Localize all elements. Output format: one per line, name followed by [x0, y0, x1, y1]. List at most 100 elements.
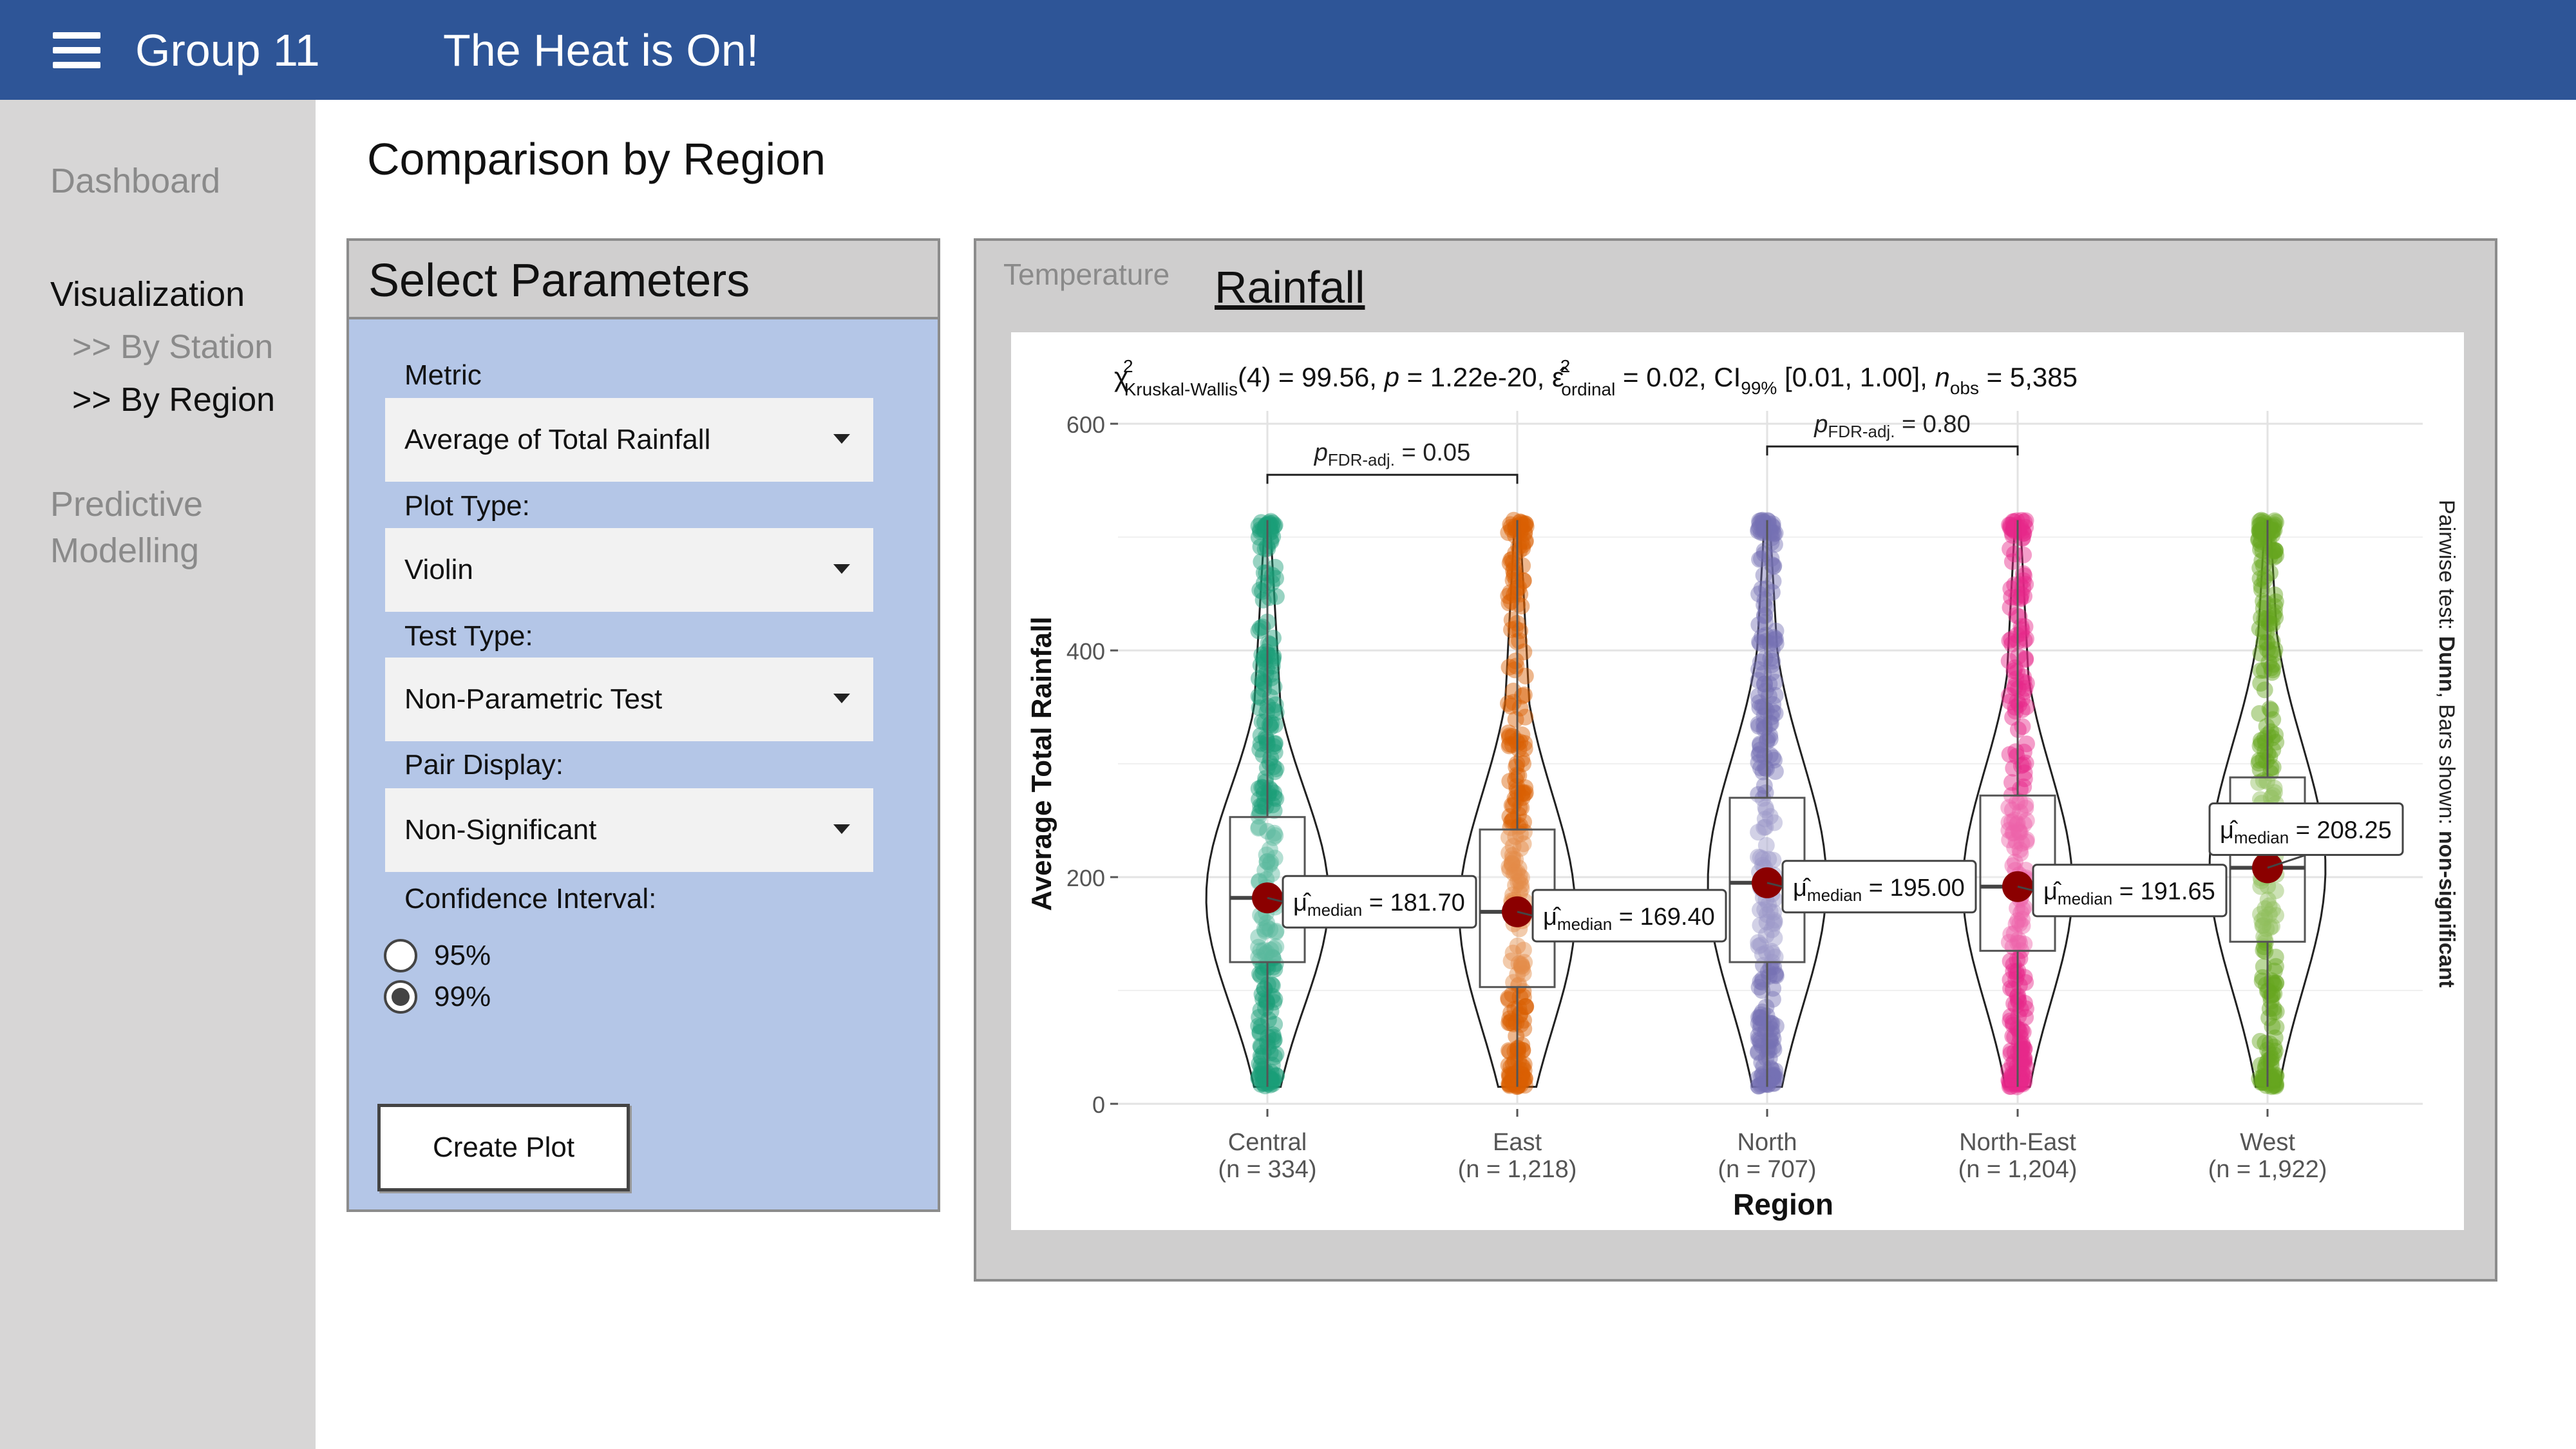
data-point [1506, 863, 1524, 880]
data-point [1500, 991, 1517, 1009]
data-point [1265, 678, 1283, 696]
data-point [2005, 925, 2023, 942]
data-point [2010, 522, 2027, 538]
data-point [1251, 689, 1269, 706]
data-point [1764, 945, 1781, 962]
data-point [1514, 784, 1531, 801]
data-point [1753, 580, 1770, 598]
sidebar-item-dashboard[interactable]: Dashboard [50, 162, 221, 200]
x-tick-count-label: (n = 707) [1718, 1156, 1816, 1183]
data-point [1764, 1066, 1781, 1083]
data-point [2251, 570, 2269, 587]
data-point [2011, 696, 2028, 714]
plot-type-select[interactable]: Violin [385, 528, 873, 612]
data-point [1766, 967, 1784, 983]
data-point [2015, 525, 2032, 542]
sidebar-item-by-station[interactable]: >> By Station [72, 328, 274, 366]
metric-select[interactable]: Average of Total Rainfall [385, 398, 873, 482]
median-label-box [2032, 864, 2228, 918]
data-point [1250, 780, 1267, 797]
data-point [1507, 876, 1524, 894]
data-point [1506, 1043, 1524, 1060]
data-point [1507, 527, 1524, 544]
sidebar-item-by-region[interactable]: >> By Region [72, 381, 276, 419]
data-point [1517, 667, 1534, 685]
data-point [2256, 681, 2273, 699]
data-point [1253, 713, 1271, 730]
data-point [2256, 515, 2273, 532]
tab-rainfall[interactable]: Rainfall [1215, 262, 1365, 312]
data-point [1262, 1072, 1279, 1090]
data-point [1256, 980, 1273, 998]
test-type-select[interactable]: Non-Parametric Test [385, 658, 873, 741]
sidebar-item-visualization[interactable]: Visualization [50, 275, 245, 314]
data-point [1510, 1068, 1528, 1086]
data-point [1264, 650, 1282, 667]
data-point [1761, 676, 1778, 693]
data-point [2253, 577, 2270, 594]
data-point [1251, 741, 1269, 758]
data-point [2012, 1054, 2029, 1071]
data-point [2268, 974, 2285, 992]
data-point [2252, 525, 2269, 542]
data-point [1507, 792, 1524, 809]
data-point [1761, 687, 1777, 705]
data-point [1503, 1012, 1520, 1030]
data-point [1517, 779, 1534, 796]
data-point [2252, 905, 2269, 923]
hamburger-menu-icon[interactable] [53, 32, 100, 68]
data-point [1761, 522, 1779, 540]
data-point [2012, 1001, 2029, 1018]
data-point [2261, 520, 2278, 538]
data-point [1765, 915, 1783, 933]
app-title: The Heat is On! [443, 25, 759, 75]
data-point [1511, 513, 1529, 531]
test-type-label: Test Type: [404, 620, 533, 652]
data-point [2260, 532, 2277, 549]
pair-display-select-value: Non-Significant [404, 814, 597, 846]
data-point [1752, 916, 1769, 934]
data-point [1756, 720, 1773, 737]
data-point [2014, 901, 2031, 918]
data-point [1256, 923, 1274, 940]
radio-button-icon[interactable] [384, 939, 417, 972]
data-point [2261, 615, 2278, 632]
sidebar-item-predictive-line2[interactable]: Modelling [50, 531, 200, 570]
data-point [1765, 851, 1782, 869]
data-point [2006, 679, 2023, 697]
data-point [1503, 621, 1520, 638]
data-point [2017, 1000, 2034, 1018]
data-point [2006, 853, 2023, 871]
data-point [1761, 746, 1779, 764]
data-point [2000, 814, 2018, 831]
data-point [1265, 517, 1283, 535]
data-point [1761, 1041, 1778, 1059]
data-point [1267, 696, 1284, 714]
data-point [1756, 777, 1773, 794]
tab-temperature[interactable]: Temperature [1003, 258, 1170, 291]
data-point [2003, 520, 2020, 537]
data-point [1267, 716, 1283, 734]
data-point [2010, 822, 2027, 839]
radio-button-checked-icon[interactable] [384, 980, 417, 1014]
data-point [1750, 848, 1766, 866]
x-tick-label: North [1738, 1129, 1797, 1156]
data-point [2007, 677, 2023, 694]
data-point [1250, 938, 1267, 956]
data-point [1766, 536, 1783, 553]
data-point [1265, 940, 1282, 958]
pair-display-select[interactable]: Non-Significant [385, 788, 873, 872]
data-point [1262, 921, 1279, 938]
data-point [1752, 1015, 1769, 1032]
create-plot-button[interactable]: Create Plot [377, 1104, 630, 1191]
chart-caption: Pairwise test: Dunn, Bars shown: non-sig… [2434, 500, 2459, 988]
data-point [1506, 1065, 1523, 1083]
data-point [2262, 919, 2279, 936]
sidebar-item-predictive-line1[interactable]: Predictive [50, 485, 204, 524]
y-tick-label: 200 [1066, 865, 1105, 891]
data-point [2011, 950, 2029, 967]
data-point [1761, 968, 1778, 985]
data-point [2261, 700, 2278, 717]
chevron-down-icon [833, 824, 850, 834]
data-point [1267, 1067, 1285, 1084]
